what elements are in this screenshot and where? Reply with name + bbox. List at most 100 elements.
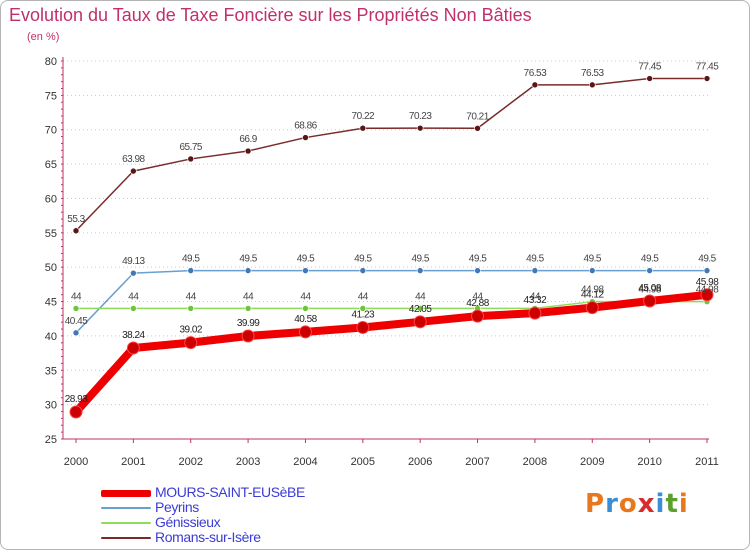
series-line-mours-saint-eusebe [72,290,711,416]
data-label-mours-saint-eusebe: 42.05 [409,304,432,315]
point-mours-saint-eusebe [126,341,140,355]
proxiti-logo: Proxiti [585,489,689,519]
point-genissieux [244,305,252,312]
y-tick-label: 80 [45,56,57,68]
y-tick-label: 45 [45,297,57,309]
point-peyrins [302,267,309,274]
data-label-peyrins: 49.5 [182,254,200,265]
series-mours-saint-eusebe [69,288,714,419]
point-peyrins [130,269,137,277]
y-tick-label: 35 [45,365,57,377]
point-romans-sur-isere [244,147,252,155]
point-mours-saint-eusebe [356,320,370,334]
x-tick-label: 2003 [236,456,260,468]
data-label-peyrins: 49.5 [411,254,429,265]
point-romans-sur-isere [359,124,367,132]
x-tick-label: 2009 [580,456,604,468]
data-label-genissieux: 44 [243,291,254,302]
data-label-mours-saint-eusebe: 43.32 [524,295,547,306]
y-tick-label: 60 [45,193,57,205]
data-label-genissieux: 44.98 [696,285,719,296]
data-label-peyrins: 49.5 [354,254,372,265]
point-peyrins [359,267,367,274]
data-label-romans-sur-isere: 65.75 [179,142,202,153]
point-peyrins [531,267,539,274]
data-label-mours-saint-eusebe: 40.58 [294,314,317,325]
logo-letter: i [655,489,666,519]
series-peyrins [72,267,711,337]
point-romans-sur-isere [474,124,481,132]
data-label-peyrins: 49.5 [641,254,659,265]
data-label-mours-saint-eusebe: 39.99 [237,318,260,329]
data-label-mours-saint-eusebe: 42.88 [466,298,489,309]
point-genissieux [72,305,80,312]
point-genissieux [130,305,137,312]
x-tick-label: 2008 [523,456,547,468]
series-romans-sur-isere [72,75,711,235]
point-romans-sur-isere [302,134,309,141]
point-mours-saint-eusebe [528,306,542,320]
data-label-romans-sur-isere: 63.98 [122,154,145,165]
data-label-genissieux: 44 [472,291,483,302]
legend-label-peyrins: Peyrins [155,499,199,515]
point-mours-saint-eusebe [184,336,198,350]
point-romans-sur-isere [130,167,137,175]
data-label-peyrins: 49.5 [239,254,257,265]
data-label-genissieux: 44 [300,291,311,302]
data-label-mours-saint-eusebe: 45.08 [638,283,661,294]
y-tick-label: 25 [45,434,57,446]
data-label-romans-sur-isere: 76.53 [524,68,547,79]
legend-swatch-mours-saint-eusebe [101,490,151,497]
data-label-peyrins: 49.5 [297,254,315,265]
grid-lines [63,60,709,440]
data-label-peyrins: 49.13 [122,256,145,267]
data-label-mours-saint-eusebe: 44.12 [581,290,604,301]
x-tick-label: 2001 [121,456,145,468]
data-label-mours-saint-eusebe: 41.23 [352,309,375,320]
point-genissieux [302,305,309,312]
chart-unit-label: (en %) [27,31,60,43]
legend-label-genissieux: Génissieux [155,514,221,530]
logo-letter: P [585,489,606,519]
data-label-romans-sur-isere: 55.3 [67,214,85,225]
data-label-genissieux: 44 [530,291,541,302]
data-label-mours-saint-eusebe: 28.93 [65,394,88,405]
point-peyrins [703,267,711,274]
point-romans-sur-isere [72,227,80,235]
point-peyrins [588,267,596,274]
point-mours-saint-eusebe [69,405,83,419]
point-peyrins [244,267,252,274]
series-line-romans-sur-isere [75,77,708,232]
x-tick-label: 2002 [178,456,202,468]
axes: 25 30 35 40 45 50 55 60 65 70 75 80 2000 2001 2002 2003… [45,56,719,468]
logo-letter: r [605,489,619,519]
x-tick-label: 2007 [465,456,489,468]
legend-swatch-peyrins [101,507,151,509]
data-label-romans-sur-isere: 70.22 [352,111,375,122]
point-romans-sur-isere [588,81,596,89]
data-label-mours-saint-eusebe: 45.98 [696,277,719,288]
y-tick-label: 75 [45,90,57,102]
point-peyrins [416,267,424,274]
x-tick-label: 2004 [293,456,317,468]
legend-label-romans-sur-isere: Romans-sur-Isère [155,529,261,545]
data-label-peyrins: 49.5 [584,254,602,265]
chart-title: Evolution du Taux de Taxe Foncière sur l… [9,5,532,25]
data-label-romans-sur-isere: 68.86 [294,121,317,132]
y-tick-label: 55 [45,228,57,240]
data-label-genissieux: 44 [186,291,197,302]
point-romans-sur-isere [416,124,424,132]
logo-letter: i [678,489,689,519]
data-label-genissieux: 44.98 [638,285,661,296]
x-tick-label: 2011 [695,456,719,468]
data-label-peyrins: 49.5 [526,254,544,265]
logo-letter: t [665,489,679,519]
data-label-mours-saint-eusebe: 39.02 [179,325,202,336]
legend-swatch-romans-sur-isere [101,537,151,539]
point-mours-saint-eusebe [700,288,714,302]
y-tick-label: 65 [45,159,57,171]
logo-letter: o [618,489,638,519]
data-label-genissieux: 44 [358,291,369,302]
data-label-romans-sur-isere: 77.45 [638,62,661,73]
